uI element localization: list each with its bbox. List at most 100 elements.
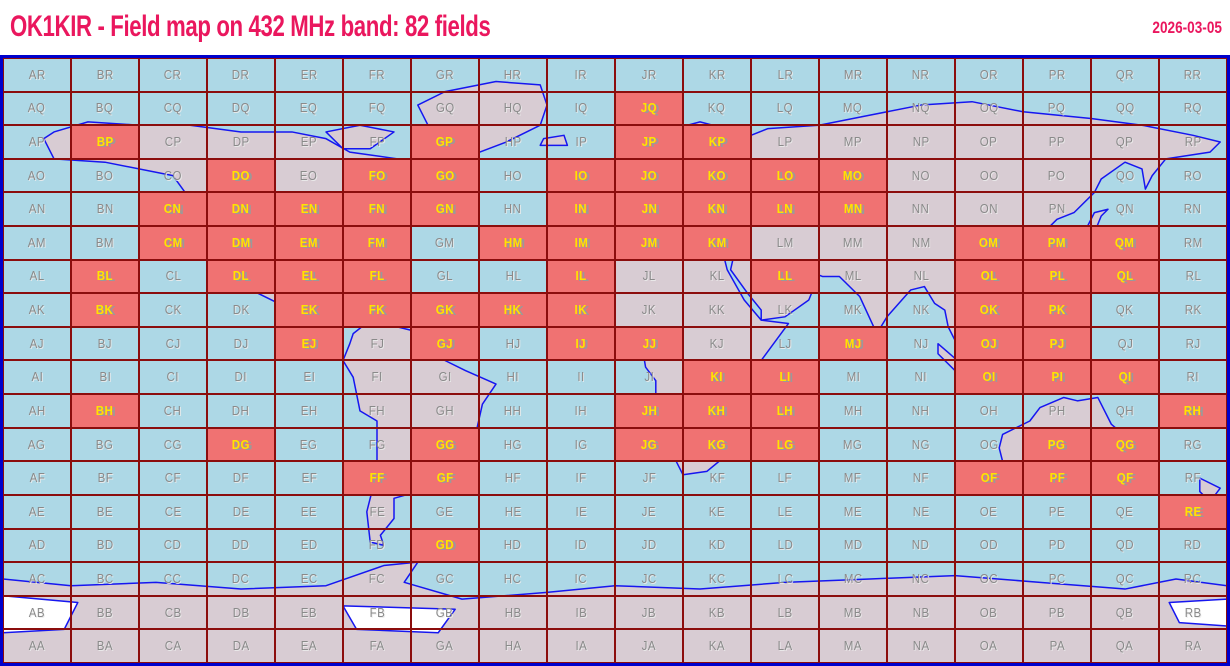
field-label: RP bbox=[1184, 135, 1202, 150]
field-label: IJ bbox=[575, 336, 587, 351]
field-label: IK bbox=[574, 303, 588, 318]
field-label: BE bbox=[96, 504, 114, 519]
field-label: DM bbox=[231, 235, 251, 250]
field-label: RE bbox=[1184, 504, 1202, 519]
field-cell-HD: HD bbox=[479, 528, 547, 563]
worked-field-KM bbox=[683, 226, 751, 260]
field-label: GO bbox=[435, 168, 455, 183]
field-cell-HA: HA bbox=[479, 629, 547, 663]
field-cell-HR: HR bbox=[479, 58, 547, 92]
field-cell-KF: KF bbox=[683, 461, 751, 495]
field-cell-EF: EF bbox=[275, 461, 343, 495]
field-label: KQ bbox=[708, 101, 726, 116]
field-cell-CG: CG bbox=[139, 427, 207, 462]
field-label: RM bbox=[1183, 235, 1203, 250]
field-cell-JJ: JJ bbox=[615, 326, 683, 361]
field-label: JQ bbox=[640, 101, 658, 116]
field-cell-AC: AC bbox=[3, 562, 71, 596]
field-cell-JO: JO bbox=[615, 158, 683, 193]
field-cell-DQ: DQ bbox=[207, 91, 275, 126]
field-cell-OA: OA bbox=[955, 629, 1023, 663]
field-cell-BP: BP bbox=[71, 125, 139, 159]
field-cell-PB: PB bbox=[1023, 595, 1091, 630]
worked-field-BH bbox=[71, 394, 139, 428]
field-label: JG bbox=[640, 437, 658, 452]
field-cell-CR: CR bbox=[139, 58, 207, 92]
worked-field-JJ bbox=[615, 326, 683, 361]
worked-field-DL bbox=[207, 259, 275, 294]
field-label: QB bbox=[1116, 605, 1134, 620]
field-cell-QM: QM bbox=[1091, 226, 1159, 260]
field-label: NH bbox=[912, 403, 930, 418]
field-label: AL bbox=[29, 269, 45, 284]
field-cell-GO: GO bbox=[411, 158, 479, 193]
field-label: CL bbox=[165, 269, 181, 284]
field-label: RO bbox=[1183, 168, 1203, 183]
worked-field-BP bbox=[71, 125, 139, 159]
field-label: BA bbox=[96, 639, 114, 654]
field-label: LK bbox=[777, 303, 793, 318]
field-label: EK bbox=[300, 303, 318, 318]
field-cell-PM: PM bbox=[1023, 226, 1091, 260]
worked-field-FN bbox=[343, 192, 411, 227]
field-label: KN bbox=[708, 202, 726, 217]
field-label: KL bbox=[709, 269, 725, 284]
field-label: KM bbox=[707, 235, 727, 250]
worked-field-GK bbox=[411, 293, 479, 327]
field-label: JN bbox=[641, 202, 657, 217]
field-cell-RH: RH bbox=[1159, 394, 1227, 428]
worked-field-KN bbox=[683, 192, 751, 227]
field-cell-FA: FA bbox=[343, 629, 411, 663]
field-cell-QF: QF bbox=[1091, 461, 1159, 495]
field-label: DK bbox=[232, 303, 250, 318]
field-cell-OR: OR bbox=[955, 58, 1023, 92]
worked-field-JH bbox=[615, 394, 683, 428]
field-cell-GF: GF bbox=[411, 461, 479, 495]
field-label: LG bbox=[776, 437, 794, 452]
field-label: LF bbox=[777, 471, 793, 486]
field-cell-PA: PA bbox=[1023, 629, 1091, 663]
field-cell-JQ: JQ bbox=[615, 91, 683, 126]
field-label: EO bbox=[300, 168, 318, 183]
field-cell-HL: HL bbox=[479, 259, 547, 294]
field-label: DN bbox=[232, 202, 250, 217]
field-cell-LD: LD bbox=[751, 528, 819, 563]
field-label: HL bbox=[505, 269, 521, 284]
field-cell-IQ: IQ bbox=[547, 91, 615, 126]
worked-field-GF bbox=[411, 461, 479, 495]
field-label: LR bbox=[777, 67, 793, 82]
field-label: QR bbox=[1115, 67, 1135, 82]
field-label: HG bbox=[503, 437, 523, 452]
field-cell-BN: BN bbox=[71, 192, 139, 227]
field-label: MH bbox=[843, 403, 863, 418]
field-cell-PR: PR bbox=[1023, 58, 1091, 92]
field-cell-DP: DP bbox=[207, 125, 275, 159]
field-cell-QL: QL bbox=[1091, 259, 1159, 294]
field-cell-JD: JD bbox=[615, 528, 683, 563]
field-label: GB bbox=[436, 605, 454, 620]
field-label: OF bbox=[980, 471, 998, 486]
field-label: PP bbox=[1048, 135, 1066, 150]
field-cell-IO: IO bbox=[547, 158, 615, 193]
field-label: RJ bbox=[1185, 336, 1201, 351]
field-label: RI bbox=[1186, 370, 1200, 385]
field-label: JA bbox=[641, 639, 657, 654]
worked-field-BK bbox=[71, 293, 139, 327]
field-label: LP bbox=[777, 135, 793, 150]
field-cell-KL: KL bbox=[683, 259, 751, 294]
field-label: PI bbox=[1051, 370, 1063, 385]
field-label: BQ bbox=[96, 101, 114, 116]
field-label: GQ bbox=[435, 101, 455, 116]
field-label: HP bbox=[504, 135, 522, 150]
field-label: HQ bbox=[503, 101, 523, 116]
field-label: GL bbox=[436, 269, 454, 284]
field-cell-FH: FH bbox=[343, 394, 411, 428]
field-label: JF bbox=[642, 471, 656, 486]
field-cell-HI: HI bbox=[479, 360, 547, 395]
field-cell-BK: BK bbox=[71, 293, 139, 327]
field-cell-KE: KE bbox=[683, 494, 751, 529]
field-label: MF bbox=[844, 471, 862, 486]
field-cell-NR: NR bbox=[887, 58, 955, 92]
field-label: NG bbox=[911, 437, 931, 452]
field-cell-IF: IF bbox=[547, 461, 615, 495]
